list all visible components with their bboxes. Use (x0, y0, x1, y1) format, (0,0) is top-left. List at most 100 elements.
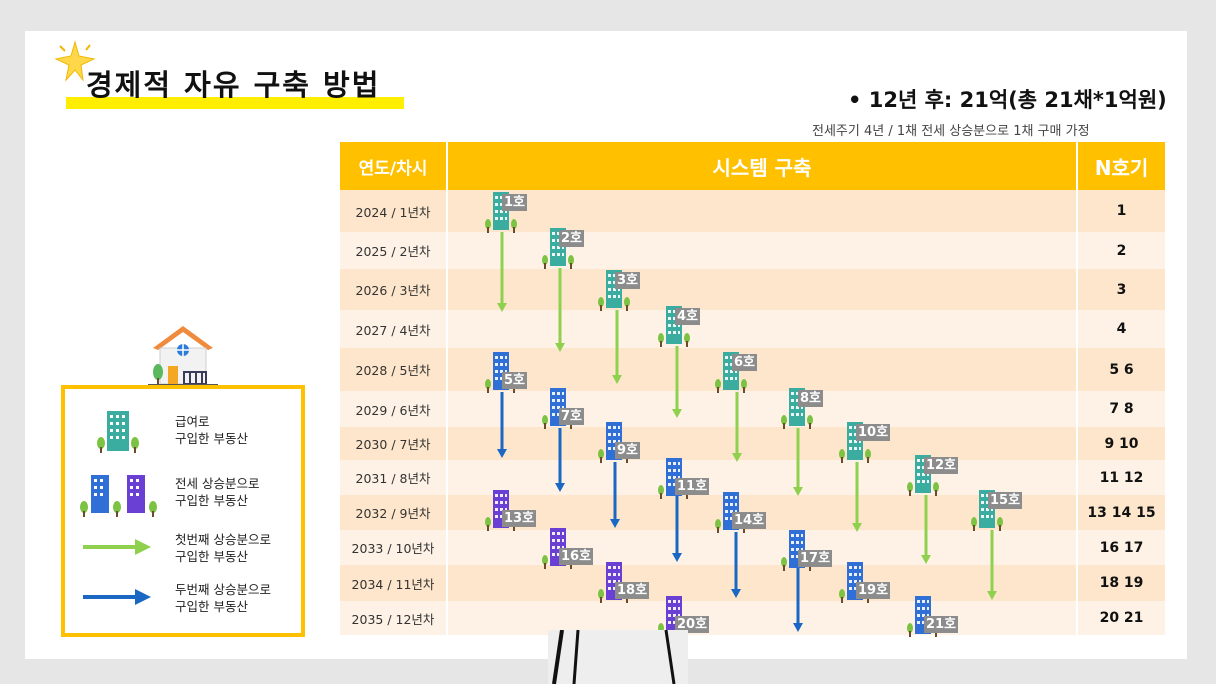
building-label: 21호 (924, 616, 959, 633)
building-unit: 4호 (657, 304, 717, 348)
blue-arrow (672, 496, 682, 562)
building-icon (598, 270, 630, 311)
building-unit: 21호 (906, 594, 966, 638)
blue-arrow (555, 428, 565, 492)
table-row: 2035 / 12년차 20 21 (340, 601, 1165, 635)
building-label: 8호 (798, 390, 824, 407)
building-label: 9호 (615, 442, 641, 459)
green-arrow-icon (83, 539, 151, 555)
legend-box: 급여로 구입한 부동산 전세 상승분으로 구입한 부동산 첫번째 상승분으로 구… (61, 385, 305, 637)
row-year-cell: 2032 / 9년차 (355, 506, 431, 521)
legend-label-first: 첫번째 상승분으로 구입한 부동산 (175, 532, 271, 564)
row-n-cell: 13 14 15 (1087, 504, 1156, 521)
building-label: 12호 (924, 457, 959, 474)
green-arrow (921, 495, 931, 564)
building-label: 10호 (856, 424, 891, 441)
house-icon (148, 326, 218, 386)
green-arrow (793, 428, 803, 496)
building-label: 19호 (856, 582, 891, 599)
building-unit: 9호 (597, 420, 657, 464)
building-unit: 2호 (541, 226, 601, 270)
summary-text: • 12년 후: 21억(총 21채*1억원) (848, 88, 1167, 112)
row-n-cell: 5 6 (1109, 361, 1134, 378)
building-label: 20호 (675, 616, 710, 633)
green-arrow (555, 268, 565, 352)
row-n-cell: 20 21 (1099, 610, 1144, 626)
building-unit: 7호 (541, 386, 601, 430)
teal-building-icon (97, 411, 139, 453)
building-unit: 8호 (780, 386, 840, 430)
row-year-cell: 2028 / 5년차 (355, 363, 431, 378)
page-title: 경제적 자유 구축 방법 (86, 68, 381, 102)
building-label: 3호 (615, 272, 641, 289)
building-label: 5호 (502, 372, 528, 389)
building-label: 11호 (675, 478, 710, 495)
building-label: 17호 (798, 550, 833, 567)
green-arrow (732, 392, 742, 462)
table-row: 2027 / 4년차 4 (340, 310, 1165, 348)
table-row: 2033 / 10년차 16 17 (340, 530, 1165, 565)
building-unit: 13호 (484, 488, 544, 532)
row-n-cell: 7 8 (1109, 401, 1134, 417)
easel-stand (548, 630, 688, 684)
building-label: 7호 (559, 408, 585, 425)
row-n-cell: 11 12 (1099, 469, 1144, 486)
table-row: 2026 / 3년차 3 (340, 269, 1165, 310)
row-year-cell: 2025 / 2년차 (355, 244, 431, 259)
building-unit: 20호 (657, 594, 717, 638)
column-divider (1076, 190, 1078, 635)
header-n: N호기 (1078, 142, 1165, 190)
blue-arrow (731, 532, 741, 598)
table-row: 2025 / 2년차 2 (340, 232, 1165, 269)
building-unit: 14호 (714, 490, 774, 534)
building-unit: 15호 (970, 488, 1030, 532)
green-arrow (497, 232, 507, 312)
row-n-cell: 2 (1116, 242, 1127, 259)
legend-label-jeonse: 전세 상승분으로 구입한 부동산 (175, 476, 260, 508)
building-label: 15호 (988, 492, 1023, 509)
row-year-cell: 2027 / 4년차 (355, 322, 431, 338)
table-row: 2034 / 11년차 18 19 (340, 565, 1165, 601)
header-divider (446, 142, 448, 190)
blue-arrow (497, 392, 507, 458)
sparkle-icon (54, 40, 96, 82)
green-arrow (987, 530, 997, 600)
header-divider (1076, 142, 1078, 190)
building-label: 2호 (559, 230, 585, 247)
blue-arrow-icon (83, 589, 151, 605)
row-n-cell: 9 10 (1104, 435, 1139, 452)
building-label: 18호 (615, 582, 650, 599)
assumption-text: 전세주기 4년 / 1채 전세 상승분으로 1채 구매 가정 (812, 124, 1090, 139)
building-icon (715, 352, 747, 393)
row-year-cell: 2035 / 12년차 (351, 611, 435, 627)
blue-arrow (793, 568, 803, 632)
legend-label-salary: 급여로 구입한 부동산 (175, 414, 248, 446)
row-year-cell: 2029 / 6년차 (355, 402, 431, 418)
table-row: 2031 / 8년차 11 12 (340, 460, 1165, 495)
building-unit: 18호 (597, 560, 657, 604)
green-arrow (672, 346, 682, 418)
building-label: 1호 (502, 194, 528, 211)
row-year-cell: 2031 / 8년차 (355, 471, 431, 486)
building-unit: 17호 (780, 528, 840, 572)
building-label: 14호 (732, 512, 767, 529)
blue-purple-building-icon (80, 475, 157, 517)
building-unit: 3호 (597, 268, 657, 312)
row-n-cell: 16 17 (1099, 539, 1144, 556)
building-unit: 11호 (657, 456, 717, 500)
building-label: 4호 (675, 308, 701, 325)
building-unit: 16호 (541, 526, 601, 570)
building-label: 13호 (502, 510, 537, 527)
row-year-cell: 2024 / 1년차 (355, 204, 431, 220)
row-year-cell: 2030 / 7년차 (355, 437, 431, 452)
building-unit: 10호 (838, 420, 898, 464)
row-n-cell: 3 (1116, 281, 1127, 298)
green-arrow (612, 310, 622, 384)
building-label: 6호 (732, 354, 758, 371)
row-year-cell: 2026 / 3년차 (355, 283, 431, 298)
column-divider (446, 190, 448, 635)
header-system: 시스템 구축 (448, 142, 1076, 190)
header-year: 연도/차시 (340, 142, 446, 190)
building-unit: 1호 (484, 190, 544, 234)
